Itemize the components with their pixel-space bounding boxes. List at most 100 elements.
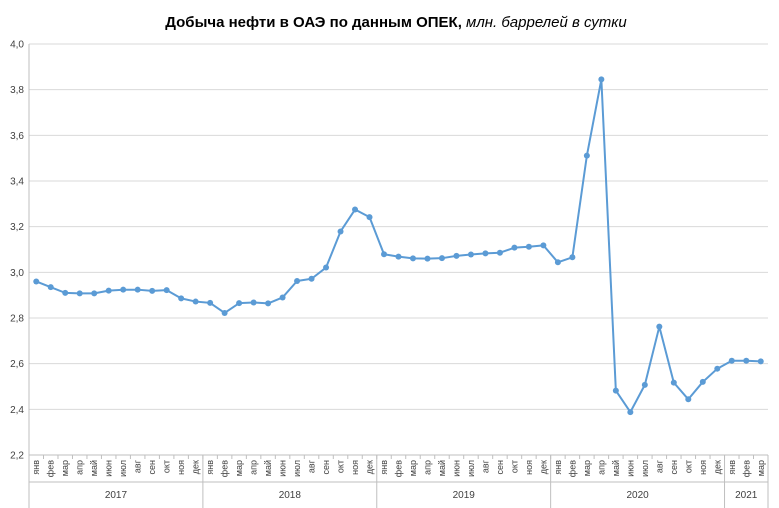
y-tick-label: 3,6 [10,131,24,142]
data-point [62,289,69,296]
data-point [612,387,619,394]
gridlines [29,43,768,456]
data-point [627,409,634,416]
x-tick-label: май [263,460,273,476]
year-label: 2019 [453,490,476,501]
data-point [120,286,127,293]
data-point [366,214,373,221]
x-tick-label: июл [118,460,128,477]
data-point [409,255,416,262]
x-tick-label: фев [394,460,404,477]
data-point [511,244,518,251]
x-tick-label: фев [567,460,577,477]
x-tick-label: июн [451,460,461,477]
x-tick-label: май [611,460,621,476]
y-tick-label: 2,6 [10,359,24,370]
data-point [149,287,156,294]
year-label: 2021 [735,490,758,501]
x-tick-label: ноя [176,460,186,475]
data-point [540,242,547,249]
data-point [598,76,605,83]
x-tick-label: июн [104,460,114,477]
x-axis: янв фев мар апр май июн июл авг сен окт ноя дек янв ф… [28,44,769,508]
data-point [554,259,561,266]
y-tick-label: 3,8 [10,85,24,96]
x-tick-label: июл [466,460,476,477]
x-tick-label: дек [538,460,548,474]
data-point [699,378,706,385]
x-tick-label: окт [509,460,519,473]
y-tick-label: 2,8 [10,314,24,325]
y-tick-label: 3,4 [10,177,24,188]
x-tick-label: фев [220,460,230,477]
data-point [670,379,677,386]
x-tick-label: окт [683,460,693,473]
x-tick-label: дек [712,460,722,474]
y-axis-ticks: 2,2 2,4 2,6 2,8 3,0 3,2 3,4 3,6 3,8 4,0 [10,40,24,462]
x-tick-label: янв [205,460,215,475]
year-label: 2017 [105,490,128,501]
series-line [35,78,761,414]
data-point [656,323,663,330]
x-tick-label: мар [234,460,244,476]
data-point [728,357,735,364]
x-tick-label: авг [654,459,664,473]
data-point [583,152,590,159]
year-label: 2018 [279,490,302,501]
x-tick-label: мар [582,460,592,476]
data-point [178,295,185,302]
x-tick-label: апр [75,460,85,475]
data-point [134,286,141,293]
data-point [714,365,721,372]
x-tick-label: мар [60,460,70,476]
x-tick-label: апр [596,460,606,475]
y-tick-label: 3,0 [10,268,24,279]
x-tick-label: ноя [698,460,708,475]
x-tick-label: ноя [524,460,534,475]
x-tick-label: май [89,460,99,476]
data-point [496,249,503,256]
data-point [569,254,576,261]
data-point [395,253,402,260]
data-point [91,290,98,297]
data-point [294,278,301,285]
x-tick-label: окт [162,460,172,473]
data-point [207,299,214,306]
x-tick-label: мар [408,460,418,476]
data-point [381,251,388,258]
data-point [33,278,40,285]
data-point [265,300,272,307]
x-tick-label: май [437,460,447,476]
x-tick-label: ноя [350,460,360,475]
data-point [308,275,315,282]
x-tick-label: янв [727,460,737,475]
data-point [525,243,532,250]
x-tick-label: янв [379,460,389,475]
x-tick-label: сен [495,460,505,475]
x-tick-label: фев [741,460,751,477]
data-point [352,206,359,213]
data-point [482,250,489,257]
y-tick-label: 2,2 [10,451,24,462]
data-point [105,287,112,294]
data-point [221,309,228,316]
chart-title: Добыча нефти в ОАЭ по данным ОПЕК, млн. … [165,14,627,31]
data-point [279,294,286,301]
data-point [467,251,474,258]
y-tick-label: 4,0 [10,40,24,51]
data-point [743,357,750,364]
chart-title-subtitle: млн. баррелей в сутки [466,14,627,31]
x-tick-label: сен [669,460,679,475]
data-point [337,228,344,235]
data-point [453,252,460,259]
data-point [163,287,170,294]
x-tick-label: авг [480,459,490,473]
x-tick-label: дек [365,460,375,474]
x-tick-label: авг [133,459,143,473]
x-tick-label: авг [307,459,317,473]
x-tick-label: окт [336,460,346,473]
x-tick-label: июл [292,460,302,477]
data-point [641,381,648,388]
data-point [192,298,199,305]
x-tick-label: янв [553,460,563,475]
